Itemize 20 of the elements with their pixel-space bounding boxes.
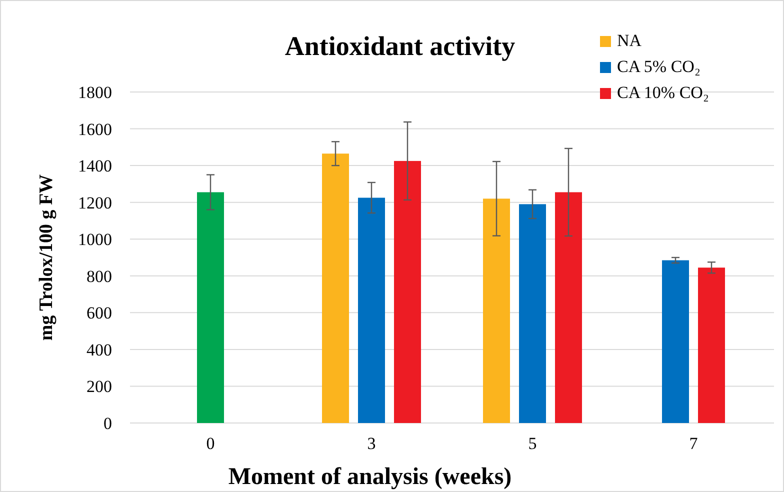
y-tick-label: 800 — [86, 266, 112, 286]
x-tick-label: 7 — [689, 434, 698, 453]
legend-label: NA — [617, 31, 642, 50]
y-axis-title: mg Trolox/100 g FW — [36, 174, 57, 341]
y-tick-label: 1800 — [78, 83, 112, 102]
y-tick-label: 600 — [86, 304, 112, 323]
chart-title: Antioxidant activity — [284, 31, 516, 61]
y-tick-label: 0 — [104, 414, 112, 433]
x-axis-title: Moment of analysis (weeks) — [228, 464, 512, 490]
y-tick-label: 1400 — [78, 156, 112, 176]
x-tick-label: 0 — [206, 434, 215, 453]
y-tick-label: 1000 — [78, 230, 112, 250]
x-tick-label: 5 — [528, 434, 537, 453]
y-tick-label: 400 — [86, 340, 112, 360]
x-tick-label: 3 — [367, 434, 376, 453]
y-tick-label: 200 — [86, 377, 112, 396]
y-tick-label: 1600 — [78, 120, 112, 139]
legend-label: CA 5% CO₂ — [617, 57, 700, 76]
y-tick-label: 1200 — [78, 193, 112, 212]
legend-label: CA 10% CO₂ — [617, 83, 709, 102]
